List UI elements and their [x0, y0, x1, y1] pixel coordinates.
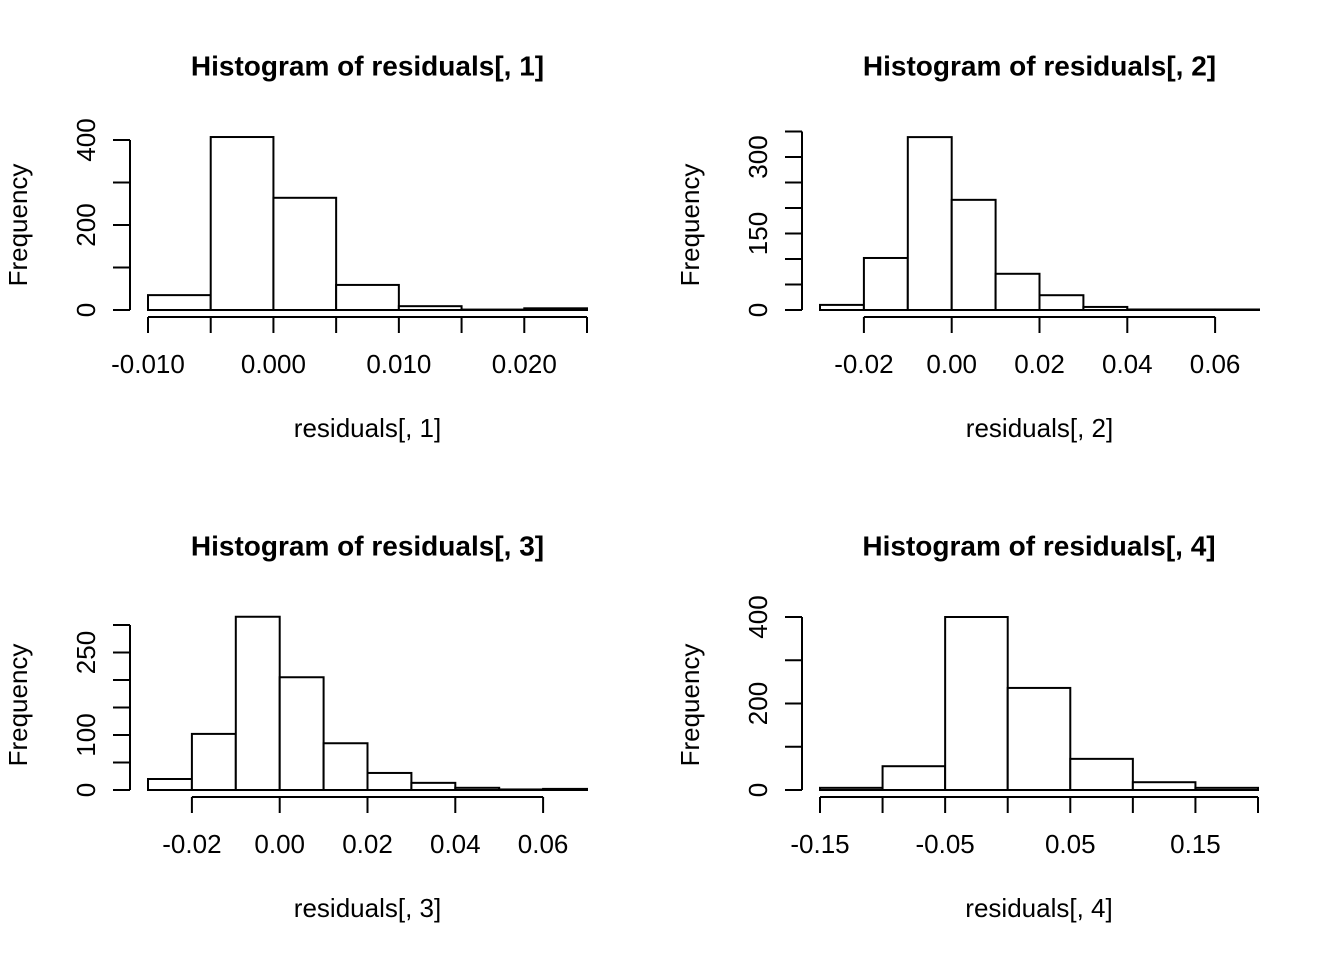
- x-axis-label: residuals[, 2]: [966, 413, 1113, 443]
- histogram-bar: [1038, 294, 1085, 311]
- histogram-bar: [147, 778, 193, 791]
- histogram-bar: [1131, 781, 1197, 792]
- y-tick-label: 0: [71, 783, 101, 797]
- histogram-bar: [454, 786, 501, 791]
- histogram-bar: [906, 136, 953, 311]
- histogram-bar: [1170, 308, 1217, 311]
- histogram-bar: [410, 781, 457, 791]
- histogram-bar: [147, 294, 212, 311]
- x-tick-label: 0.06: [1190, 349, 1241, 379]
- x-tick-label: 0.00: [926, 349, 977, 379]
- x-tick-label: 0.02: [1014, 349, 1065, 379]
- histogram-bar: [1082, 305, 1129, 312]
- histogram-bar: [190, 732, 237, 792]
- x-tick-label: 0.04: [430, 829, 481, 859]
- histogram-bar: [1006, 686, 1072, 791]
- histogram-bar: [366, 771, 413, 792]
- y-axis-label: Frequency: [3, 644, 33, 767]
- x-tick-label: 0.05: [1045, 829, 1096, 859]
- y-tick-label: 100: [71, 713, 101, 756]
- y-tick-label: 200: [743, 682, 773, 725]
- y-tick-label: 400: [71, 118, 101, 161]
- histogram-bar: [322, 742, 369, 791]
- histogram-bar: [994, 272, 1041, 312]
- x-tick-label: 0.04: [1102, 349, 1153, 379]
- x-axis-label: residuals[, 1]: [294, 413, 441, 443]
- histogram-bar: [209, 136, 275, 311]
- y-axis-label: Frequency: [675, 644, 705, 767]
- chart-title: Histogram of residuals[, 1]: [191, 50, 544, 81]
- chart-title: Histogram of residuals[, 3]: [191, 530, 544, 561]
- y-axis-label: Frequency: [675, 164, 705, 287]
- histogram-bar: [234, 615, 281, 791]
- y-axis-label: Frequency: [3, 164, 33, 287]
- histogram-bar: [498, 788, 545, 792]
- histogram-bar: [950, 198, 997, 311]
- y-tick-label: 300: [743, 135, 773, 178]
- x-tick-label: 0.020: [492, 349, 557, 379]
- chart-title: Histogram of residuals[, 4]: [862, 530, 1215, 561]
- x-tick-label: 0.00: [254, 829, 305, 859]
- histogram-bar: [819, 786, 884, 792]
- x-tick-label: -0.05: [916, 829, 975, 859]
- x-tick-label: 0.02: [342, 829, 393, 859]
- histogram-bar: [523, 307, 588, 311]
- histogram-bar: [278, 676, 325, 791]
- histogram-bar: [819, 303, 865, 311]
- y-tick-label: 0: [743, 783, 773, 797]
- histogram-bar: [335, 283, 400, 311]
- histogram-bar: [1126, 308, 1173, 311]
- x-tick-label: -0.010: [111, 349, 185, 379]
- histogram-bar: [1069, 757, 1134, 791]
- x-tick-label: 0.000: [241, 349, 306, 379]
- y-tick-label: 400: [743, 595, 773, 638]
- chart-title: Histogram of residuals[, 2]: [863, 50, 1216, 81]
- histogram-bar: [1194, 786, 1260, 792]
- histogram-bar: [862, 256, 909, 312]
- histogram-bar: [542, 787, 588, 792]
- y-tick-label: 250: [71, 631, 101, 674]
- histogram-bar: [944, 616, 1009, 791]
- y-tick-label: 200: [71, 203, 101, 246]
- x-tick-label: 0.15: [1170, 829, 1221, 859]
- x-tick-label: 0.010: [366, 349, 431, 379]
- x-axis-label: residuals[, 3]: [294, 893, 441, 923]
- x-axis-label: residuals[, 4]: [965, 893, 1112, 923]
- histogram-bar: [272, 196, 338, 311]
- histogram-bar: [881, 765, 947, 792]
- histogram-bar: [397, 305, 463, 311]
- y-tick-label: 0: [743, 303, 773, 317]
- y-tick-label: 0: [71, 303, 101, 317]
- x-tick-label: -0.02: [834, 349, 893, 379]
- y-tick-label: 150: [743, 212, 773, 255]
- x-tick-label: 0.06: [518, 829, 569, 859]
- histogram-bar: [1214, 308, 1260, 311]
- x-tick-label: -0.02: [162, 829, 221, 859]
- x-tick-label: -0.15: [790, 829, 849, 859]
